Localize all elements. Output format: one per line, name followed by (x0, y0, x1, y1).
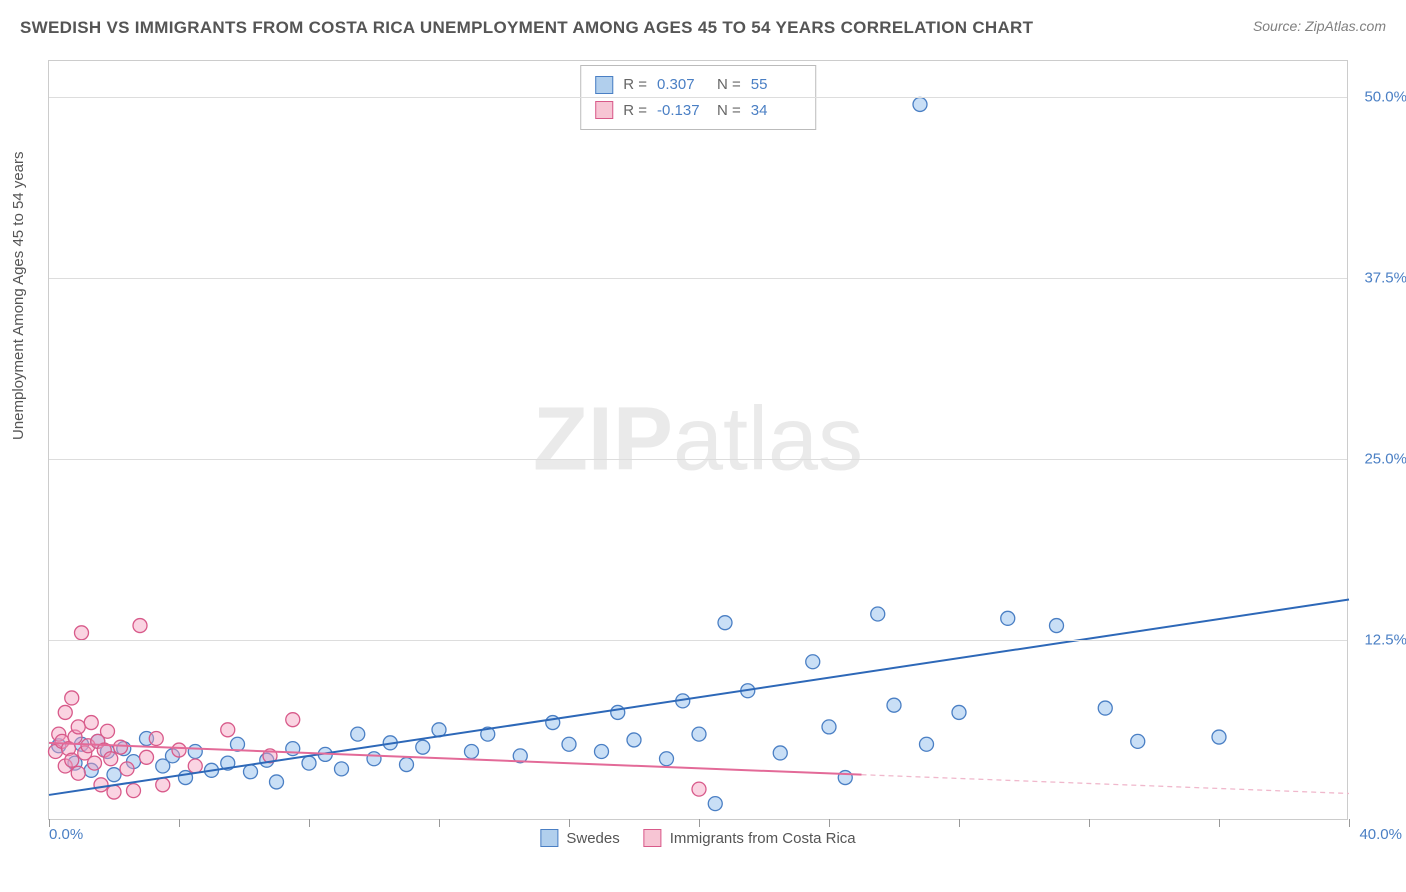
y-tick-label: 25.0% (1364, 451, 1406, 468)
bottom-legend: Swedes Immigrants from Costa Rica (540, 829, 855, 847)
source-label: Source: ZipAtlas.com (1253, 18, 1386, 34)
x-tick-label: 0.0% (49, 826, 83, 843)
y-tick-label: 12.5% (1364, 632, 1406, 649)
y-tick-label: 50.0% (1364, 89, 1406, 106)
chart-title: SWEDISH VS IMMIGRANTS FROM COSTA RICA UN… (20, 18, 1033, 38)
stats-row-swedes: R =0.307 N =55 (595, 72, 801, 98)
swatch-blue-icon (540, 829, 558, 847)
y-axis-label: Unemployment Among Ages 45 to 54 years (10, 151, 27, 440)
chart-plot-area: ZIPatlas R =0.307 N =55 R =-0.137 N =34 … (48, 60, 1348, 820)
scatter-svg (49, 61, 1347, 819)
swatch-pink-icon (644, 829, 662, 847)
legend-item-swedes: Swedes (540, 829, 619, 847)
y-tick-label: 37.5% (1364, 270, 1406, 287)
stats-row-immigrants: R =-0.137 N =34 (595, 98, 801, 124)
legend-item-immigrants: Immigrants from Costa Rica (644, 829, 856, 847)
x-tick-label: 40.0% (1359, 826, 1402, 843)
swatch-pink-icon (595, 101, 613, 119)
swatch-blue-icon (595, 76, 613, 94)
